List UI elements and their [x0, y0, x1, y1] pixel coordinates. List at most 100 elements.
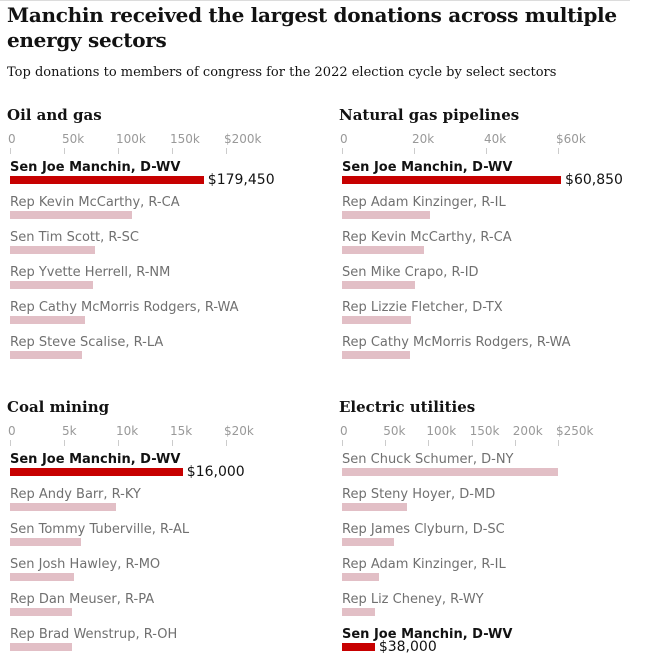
bar-label: Rep Kevin McCarthy, R-CA [10, 195, 180, 210]
bar [10, 351, 83, 359]
axis-tick-mark [342, 148, 343, 154]
axis-tick-mark [414, 148, 415, 154]
value-label: $179,450 [207, 172, 275, 188]
axis-tick-mark [226, 440, 227, 446]
bar-label: Rep Steny Hoyer, D-MD [342, 487, 496, 502]
bar-row: Sen Tommy Tuberville, R-AL [10, 522, 330, 557]
axis-tick-label: 200k [512, 424, 543, 438]
bar-row: Rep Brad Wenstrup, R-OH [10, 627, 330, 662]
bar [10, 468, 183, 476]
bar [342, 538, 394, 546]
bar-label: Sen Chuck Schumer, D-NY [342, 452, 514, 467]
axis-tick-mark [172, 148, 173, 154]
axis-tick-label: 0 [8, 424, 16, 438]
bar [10, 538, 82, 546]
bar-row: Sen Joe Manchin, D-WV $179,450 [10, 160, 330, 195]
bar-row: Rep Cathy McMorris Rodgers, R-WA [342, 335, 662, 370]
axis-tick-mark [118, 440, 119, 446]
bar-row: Rep Dan Meuser, R-PA [10, 592, 330, 627]
panel-title: Coal mining [7, 398, 110, 416]
bar-row: Sen Joe Manchin, D-WV $38,000 [342, 627, 662, 662]
axis-tick-mark [64, 440, 65, 446]
axis-tick-mark [10, 148, 11, 154]
bar-label: Sen Josh Hawley, R-MO [10, 557, 161, 572]
bar [10, 573, 74, 581]
axis-tick-label: 150k [469, 424, 500, 438]
bar-row: Sen Joe Manchin, D-WV $16,000 [10, 452, 330, 487]
bar-label: Rep Cathy McMorris Rodgers, R-WA [10, 300, 239, 315]
bar-label: Sen Joe Manchin, D-WV [342, 160, 513, 175]
value-label: $16,000 [186, 464, 245, 480]
bar [342, 246, 425, 254]
bar-label: Rep Dan Meuser, R-PA [10, 592, 155, 607]
bar-label: Sen Mike Crapo, R-ID [342, 265, 479, 280]
axis-tick-label: 100k [116, 132, 146, 146]
axis-tick-mark [471, 440, 473, 446]
axis-tick-label: 0 [340, 424, 348, 438]
bar [342, 281, 416, 289]
axis-tick-mark [486, 148, 487, 154]
axis-tick-label: $250k [556, 424, 594, 438]
bar-label: Rep Steve Scalise, R-LA [10, 335, 164, 350]
bar [342, 643, 375, 651]
axis-tick-label: 100k [426, 424, 457, 438]
axis-tick-mark [514, 440, 516, 446]
axis-tick-mark [342, 440, 343, 446]
chart-subtitle: Top donations to members of congress for… [7, 65, 557, 80]
axis-tick-mark [428, 440, 430, 446]
bar-row: Rep Andy Barr, R-KY [10, 487, 330, 522]
bar-row: Sen Josh Hawley, R-MO [10, 557, 330, 592]
bar-row: Sen Tim Scott, R-SC [10, 230, 330, 265]
axis-tick-mark [10, 440, 11, 446]
panel-title: Natural gas pipelines [339, 106, 520, 124]
bar-row: Rep James Clyburn, D-SC [342, 522, 662, 557]
chart-title: Manchin received the largest donations a… [7, 3, 617, 52]
axis-tick-label: 50k [62, 132, 85, 146]
bar [342, 608, 376, 616]
bar-row: Rep Adam Kinzinger, R-IL [342, 195, 662, 230]
axis-tick-mark [385, 440, 387, 446]
axis-tick-label: 15k [170, 424, 193, 438]
bar [10, 281, 94, 289]
top-rule [0, 0, 630, 1]
axis-tick-label: 0 [8, 132, 16, 146]
axis-tick-label: 10k [116, 424, 139, 438]
bar [10, 246, 96, 254]
bar [342, 573, 380, 581]
axis-tick-mark [558, 440, 559, 446]
axis-tick-label: 20k [412, 132, 435, 146]
bar [342, 176, 562, 184]
axis-tick-mark [226, 148, 227, 154]
bar-row: Sen Chuck Schumer, D-NY [342, 452, 662, 487]
bar [342, 503, 407, 511]
axis-tick-label: $20k [224, 424, 254, 438]
bar-row: Rep Liz Cheney, R-WY [342, 592, 662, 627]
bar-label: Rep Adam Kinzinger, R-IL [342, 195, 506, 210]
bar [342, 468, 558, 476]
bar-row: Sen Joe Manchin, D-WV $60,850 [342, 160, 662, 195]
bar [10, 211, 133, 219]
axis-tick-mark [64, 148, 65, 154]
axis-tick-label: 50k [383, 424, 406, 438]
bar [10, 176, 204, 184]
bar-label: Sen Tommy Tuberville, R-AL [10, 522, 190, 537]
bar-label: Rep James Clyburn, D-SC [342, 522, 505, 537]
panel-title: Oil and gas [7, 106, 102, 124]
axis-tick-mark [118, 148, 119, 154]
axis-tick-label: $60k [556, 132, 586, 146]
bar [10, 316, 85, 324]
bar-row: Rep Cathy McMorris Rodgers, R-WA [10, 300, 330, 335]
bar-label: Sen Joe Manchin, D-WV [10, 160, 181, 175]
bar [342, 351, 411, 359]
bar-row: Rep Steve Scalise, R-LA [10, 335, 330, 370]
bar-row: Rep Steny Hoyer, D-MD [342, 487, 662, 522]
bar-row: Rep Lizzie Fletcher, D-TX [342, 300, 662, 335]
bar-label: Sen Tim Scott, R-SC [10, 230, 139, 245]
bar-label: Rep Yvette Herrell, R-NM [10, 265, 171, 280]
bar-label: Rep Brad Wenstrup, R-OH [10, 627, 178, 642]
bar-label: Rep Lizzie Fletcher, D-TX [342, 300, 503, 315]
bar-row: Rep Yvette Herrell, R-NM [10, 265, 330, 300]
bar [10, 643, 72, 651]
bar-row: Rep Kevin McCarthy, R-CA [10, 195, 330, 230]
bar [342, 316, 412, 324]
